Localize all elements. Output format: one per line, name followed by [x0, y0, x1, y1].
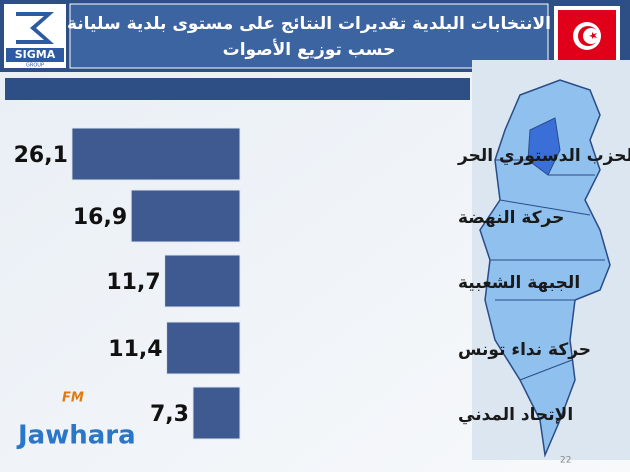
- map-borders: [490, 159, 605, 381]
- category-label: حركة النهضة: [458, 208, 564, 228]
- chart-title: الانتخابات البلدية تقديرات النتائج على م…: [67, 14, 551, 34]
- logo-sub: GROUP: [26, 63, 44, 69]
- page-number: 22: [560, 456, 571, 466]
- bar: [166, 321, 241, 375]
- watermark-brand: Jawhara: [16, 421, 136, 451]
- bar: [192, 386, 241, 440]
- map-siliana: [527, 117, 561, 176]
- category-label: الحزب الدستوري الحر: [457, 146, 630, 166]
- flag-star: [589, 32, 597, 39]
- bar: [71, 127, 241, 181]
- value-label: 16,9: [73, 205, 127, 230]
- chart-subtitle: حسب توزيع الأصوات: [223, 39, 396, 60]
- logo-icon: [16, 12, 54, 44]
- bar: [130, 189, 241, 243]
- logo-name: SIGMA: [15, 48, 56, 61]
- watermark-fm: FM: [62, 391, 84, 406]
- logo-band: [6, 48, 64, 62]
- category-label: الجبهة الشعبية: [458, 273, 580, 293]
- bar: [164, 254, 241, 308]
- category-label: حركة نداء تونس: [458, 340, 591, 360]
- title-box: [69, 3, 549, 69]
- value-label: 11,7: [106, 270, 160, 295]
- category-label: الإتحاد المدني: [458, 405, 573, 425]
- map-tunisia: [479, 79, 611, 458]
- value-label: 11,4: [108, 337, 162, 362]
- value-label: 26,1: [14, 143, 68, 168]
- blue-strip: [5, 78, 470, 100]
- value-label: 7,3: [150, 402, 189, 427]
